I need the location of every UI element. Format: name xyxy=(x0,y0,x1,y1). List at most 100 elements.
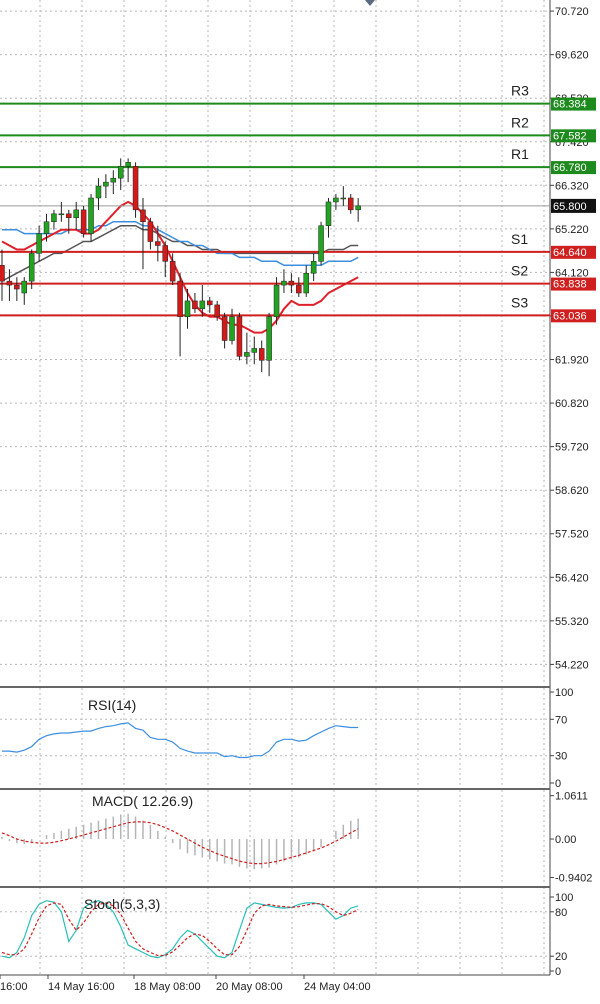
level-tag-s1 xyxy=(551,245,596,259)
candle-body xyxy=(347,197,354,211)
candle-body xyxy=(103,181,109,187)
y-tick-label: 64.120 xyxy=(555,267,589,279)
candle-body xyxy=(95,185,102,199)
candle-body xyxy=(236,316,243,357)
rsi-tick-label: 100 xyxy=(555,687,573,699)
panel-separator xyxy=(0,788,550,790)
candle-body xyxy=(229,316,235,341)
scroll-marker-icon xyxy=(365,0,375,6)
stoch-signal-line xyxy=(1,902,359,957)
level-value-s3: 63.036 xyxy=(553,310,587,322)
level-tag-r3 xyxy=(551,97,596,111)
level-tag-r2 xyxy=(551,129,596,143)
macd-tick-label: 0.00 xyxy=(555,834,576,846)
current-price-label: 65.800 xyxy=(553,201,587,213)
candle-body xyxy=(288,280,295,286)
candle-body xyxy=(140,209,146,222)
candle-body xyxy=(199,300,206,310)
y-tick-label: 55.320 xyxy=(555,616,589,628)
candle-body xyxy=(88,197,94,234)
candle-body xyxy=(117,166,124,179)
candle-body xyxy=(266,316,272,361)
level-tag-s3 xyxy=(551,309,596,323)
y-tick-label: 61.920 xyxy=(555,355,589,367)
candle-body xyxy=(28,253,35,282)
candle-body xyxy=(258,348,265,361)
level-name-s3: S3 xyxy=(511,294,528,310)
candle-body xyxy=(36,233,42,254)
candle-body xyxy=(51,213,57,222)
ma-blue-line xyxy=(2,220,359,267)
level-name-r2: R2 xyxy=(511,114,529,130)
rsi-label: RSI(14) xyxy=(88,697,136,713)
candle-body xyxy=(333,197,339,203)
candle-body xyxy=(125,162,131,167)
candle-body xyxy=(80,209,87,234)
candle-body xyxy=(318,225,324,262)
y-tick-label: 57.520 xyxy=(555,529,589,541)
level-value-r3: 68.384 xyxy=(553,99,587,111)
candle-body xyxy=(251,348,258,353)
rsi-line xyxy=(2,722,359,759)
candle-body xyxy=(273,284,280,318)
candle-body xyxy=(110,177,117,183)
candle-body xyxy=(214,304,220,318)
panel-separator xyxy=(0,686,550,688)
candle-body xyxy=(147,221,154,242)
candle-body xyxy=(169,261,176,282)
x-tick-label: 20 May 08:00 xyxy=(216,981,283,993)
candle-body xyxy=(132,166,139,211)
level-value-s1: 64.640 xyxy=(553,247,587,259)
candle-body xyxy=(73,209,79,219)
y-tick-label: 56.420 xyxy=(555,572,589,584)
candle-body xyxy=(192,300,198,310)
stoch-tick-label: 100 xyxy=(555,892,573,904)
candle-body xyxy=(66,213,72,219)
panel-separator xyxy=(0,886,550,888)
level-name-r3: R3 xyxy=(511,83,529,99)
candle-body xyxy=(14,284,20,290)
candle-body xyxy=(184,300,191,318)
stoch-label: Stoch(5,3,3) xyxy=(84,896,160,912)
current-price-box xyxy=(551,198,596,213)
candle-body xyxy=(281,280,287,286)
candle-body xyxy=(310,261,317,274)
macd-tick-label: 1.0611 xyxy=(555,791,588,803)
candle-body xyxy=(244,352,250,357)
candle-body xyxy=(325,201,332,226)
macd-signal-line xyxy=(1,821,359,865)
candle-body xyxy=(6,280,13,286)
candle-body xyxy=(221,316,228,341)
y-tick-label: 70.720 xyxy=(555,6,589,18)
y-tick-label: 69.620 xyxy=(555,50,589,62)
rsi-tick-label: 0 xyxy=(555,778,561,790)
candle-body xyxy=(58,213,65,216)
x-tick-label: 16:00 xyxy=(0,981,28,993)
x-tick-label: 14 May 16:00 xyxy=(48,981,115,993)
macd-label: MACD( 12.26.9) xyxy=(92,793,193,809)
candle-body xyxy=(303,272,309,294)
rsi-tick-label: 70 xyxy=(555,714,567,726)
macd-tick-label: -0.9402 xyxy=(555,872,592,884)
stoch-tick-label: 80 xyxy=(555,907,567,919)
candle-body xyxy=(162,245,168,262)
level-value-s2: 63.838 xyxy=(553,279,587,291)
candle-body xyxy=(0,265,5,282)
level-tag-r1 xyxy=(551,161,596,175)
y-tick-label: 58.620 xyxy=(555,485,589,497)
level-name-s2: S2 xyxy=(511,263,528,279)
x-tick-label: 24 May 04:00 xyxy=(304,981,371,993)
x-tick-label: 18 May 08:00 xyxy=(134,981,201,993)
level-name-r1: R1 xyxy=(511,146,529,162)
candle-body xyxy=(207,300,213,306)
stoch-tick-label: 20 xyxy=(555,951,567,963)
level-value-r1: 66.780 xyxy=(553,162,587,174)
stoch-tick-label: 0 xyxy=(555,966,561,978)
stoch-main-line xyxy=(1,900,359,959)
candle-body xyxy=(355,205,361,211)
level-name-s1: S1 xyxy=(511,231,528,247)
candle-body xyxy=(296,284,302,294)
y-tick-label: 59.720 xyxy=(555,442,589,454)
